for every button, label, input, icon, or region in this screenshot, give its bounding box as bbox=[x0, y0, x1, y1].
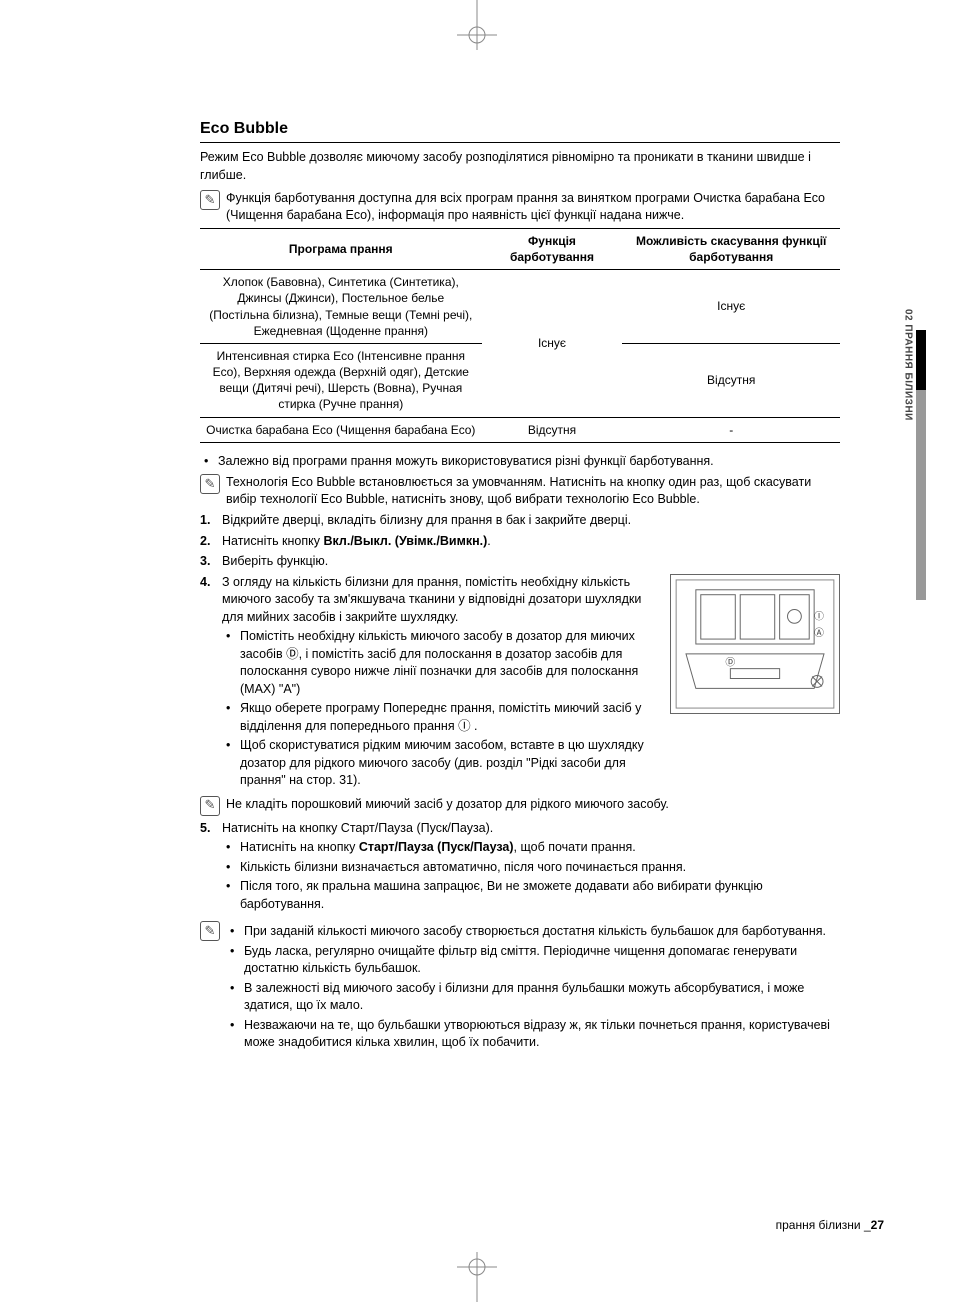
note-3: ✎ Не кладіть порошковий миючий засіб у д… bbox=[200, 796, 840, 816]
list-item: Якщо оберете програму Попереднє прання, … bbox=[222, 700, 660, 735]
page-content: Eco Bubble Режим Eco Bubble дозволяє мию… bbox=[200, 120, 840, 1058]
page-footer: прання білизни _27 bbox=[776, 1218, 884, 1232]
step-2-bold: Вкл./Выкл. (Увімк./Вимкн.) bbox=[323, 534, 487, 548]
list-item: В залежності від миючого засобу і білизн… bbox=[226, 980, 840, 1015]
cell-prog-2: Очистка барабана Eco (Чищення барабана E… bbox=[200, 417, 482, 442]
note-2: ✎ Технологія Eco Bubble встановлюється з… bbox=[200, 474, 840, 508]
th-function: Функція барботування bbox=[482, 228, 623, 269]
step-4-sublist: Помістіть необхідну кількість миючого за… bbox=[222, 628, 660, 790]
note-1: ✎ Функція барботування доступна для всіх… bbox=[200, 190, 840, 224]
list-item: Натисніть на кнопку Старт/Пауза (Пуск/Па… bbox=[222, 839, 840, 857]
svg-text:Ⓐ: Ⓐ bbox=[814, 627, 824, 639]
cell-cancel-1: Відсутня bbox=[622, 343, 840, 417]
note-icon: ✎ bbox=[200, 474, 220, 494]
step-5-sublist: Натисніть на кнопку Старт/Пауза (Пуск/Па… bbox=[222, 839, 840, 913]
detergent-drawer-figure: Ⓘ Ⓐ Ⓓ bbox=[670, 574, 840, 714]
note-icon: ✎ bbox=[200, 190, 220, 210]
crop-mark-bottom bbox=[447, 1252, 507, 1302]
step-5: Натисніть на кнопку Старт/Пауза (Пуск/Па… bbox=[200, 820, 840, 914]
crop-mark-top bbox=[447, 0, 507, 50]
page-number: 27 bbox=[871, 1218, 884, 1232]
list-item: При заданій кількості миючого засобу ств… bbox=[226, 923, 840, 941]
list-item: Помістіть необхідну кількість миючого за… bbox=[222, 628, 660, 698]
cell-prog-1: Интенсивная стирка Eco (Інтенсивне пранн… bbox=[200, 343, 482, 417]
list-item: Кількість білизни визначається автоматич… bbox=[222, 859, 840, 877]
note-icon: ✎ bbox=[200, 921, 220, 941]
step-4-intro: З огляду на кількість білизни для прання… bbox=[222, 575, 641, 624]
th-cancel: Можливість скасування функції барботуван… bbox=[622, 228, 840, 269]
svg-text:Ⓘ: Ⓘ bbox=[814, 610, 824, 622]
cell-cancel-2: - bbox=[622, 417, 840, 442]
cell-func-2: Відсутня bbox=[482, 417, 623, 442]
steps-list: Відкрийте дверці, вкладіть білизну для п… bbox=[200, 512, 840, 913]
note-3-text: Не кладіть порошковий миючий засіб у доз… bbox=[226, 796, 840, 813]
table-row: Хлопок (Бавовна), Синтетика (Синтетика),… bbox=[200, 270, 840, 344]
final-bullets: При заданій кількості миючого засобу ств… bbox=[226, 923, 840, 1052]
list-item: Після того, як пральна машина запрацює, … bbox=[222, 878, 840, 913]
side-tab: 02 ПРАННЯ БІЛИЗНИ bbox=[900, 280, 916, 450]
side-marker-black bbox=[916, 330, 926, 390]
cell-cancel-0: Існує bbox=[622, 270, 840, 344]
table-row: Очистка барабана Eco (Чищення барабана E… bbox=[200, 417, 840, 442]
note-2-text: Технологія Eco Bubble встановлюється за … bbox=[226, 474, 840, 508]
step-2-post: . bbox=[487, 534, 490, 548]
cell-func-0: Існує bbox=[482, 270, 623, 418]
list-item: Незважаючи на те, що бульбашки утворюють… bbox=[226, 1017, 840, 1052]
svg-text:Ⓓ: Ⓓ bbox=[725, 656, 735, 668]
step-4: З огляду на кількість білизни для прання… bbox=[200, 574, 840, 816]
cell-prog-0: Хлопок (Бавовна), Синтетика (Синтетика),… bbox=[200, 270, 482, 344]
th-program: Програма прання bbox=[200, 228, 482, 269]
post-table-bullets: Залежно від програми прання можуть викор… bbox=[200, 453, 840, 471]
list-item: Залежно від програми прання можуть викор… bbox=[200, 453, 840, 471]
section-title: Eco Bubble bbox=[200, 120, 840, 143]
footer-text: прання білизни _ bbox=[776, 1218, 871, 1232]
step-5-intro: Натисніть на кнопку Старт/Пауза (Пуск/Па… bbox=[222, 821, 493, 835]
step-1: Відкрийте дверці, вкладіть білизну для п… bbox=[200, 512, 840, 530]
step-3: Виберіть функцію. bbox=[200, 553, 840, 571]
side-tab-label: 02 ПРАННЯ БІЛИЗНИ bbox=[903, 309, 914, 421]
programs-table: Програма прання Функція барботування Мож… bbox=[200, 228, 840, 443]
list-item: Будь ласка, регулярно очищайте фільтр ві… bbox=[226, 943, 840, 978]
note-1-text: Функція барботування доступна для всіх п… bbox=[226, 190, 840, 224]
note-icon: ✎ bbox=[200, 796, 220, 816]
final-note: ✎ При заданій кількості миючого засобу с… bbox=[200, 921, 840, 1054]
step-2-pre: Натисніть кнопку bbox=[222, 534, 323, 548]
list-item: Щоб скористуватися рідким миючим засобом… bbox=[222, 737, 660, 790]
intro-text: Режим Eco Bubble дозволяє миючому засобу… bbox=[200, 149, 840, 184]
step-2: Натисніть кнопку Вкл./Выкл. (Увімк./Вимк… bbox=[200, 533, 840, 551]
side-marker-gray bbox=[916, 390, 926, 600]
